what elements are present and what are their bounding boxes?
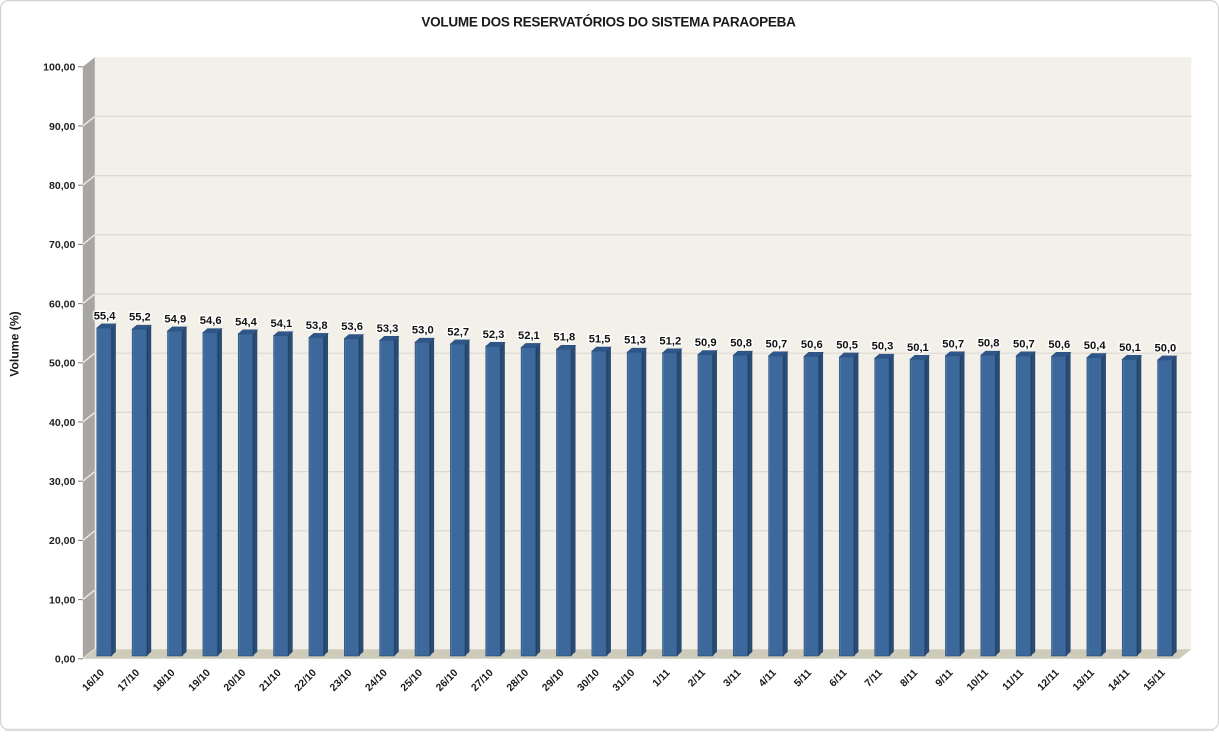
svg-text:50,7: 50,7 (942, 338, 964, 350)
svg-text:52,1: 52,1 (518, 330, 540, 342)
svg-text:50,6: 50,6 (801, 339, 823, 351)
svg-text:50,7: 50,7 (766, 338, 788, 350)
svg-text:50,9: 50,9 (695, 337, 717, 349)
svg-text:53,8: 53,8 (306, 320, 328, 332)
svg-text:10,00: 10,00 (49, 594, 75, 606)
svg-text:30,00: 30,00 (49, 476, 75, 488)
svg-text:40,00: 40,00 (49, 417, 75, 429)
svg-text:53,3: 53,3 (377, 323, 399, 335)
svg-text:50,7: 50,7 (1013, 338, 1035, 350)
svg-text:50,1: 50,1 (907, 342, 929, 354)
svg-text:50,3: 50,3 (872, 341, 894, 353)
svg-text:50,0: 50,0 (1155, 342, 1177, 354)
svg-text:55,2: 55,2 (129, 312, 151, 324)
svg-text:54,1: 54,1 (271, 318, 293, 330)
svg-text:54,6: 54,6 (200, 315, 222, 327)
svg-text:70,00: 70,00 (49, 239, 75, 251)
svg-text:50,8: 50,8 (978, 338, 1000, 350)
svg-text:50,4: 50,4 (1084, 340, 1107, 352)
svg-text:53,6: 53,6 (341, 321, 363, 333)
svg-text:20,00: 20,00 (49, 535, 75, 547)
svg-text:VOLUME DOS RESERVATÓRIOS DO SI: VOLUME DOS RESERVATÓRIOS DO SISTEMA PARA… (421, 15, 796, 30)
svg-text:100,00: 100,00 (43, 62, 75, 74)
svg-text:50,8: 50,8 (730, 338, 752, 350)
svg-text:55,4: 55,4 (94, 310, 117, 322)
svg-text:51,2: 51,2 (659, 335, 681, 347)
svg-text:54,9: 54,9 (164, 313, 186, 325)
svg-text:0,00: 0,00 (55, 654, 76, 666)
svg-text:50,5: 50,5 (836, 339, 858, 351)
svg-text:50,6: 50,6 (1048, 339, 1070, 351)
svg-text:Volume (%): Volume (%) (8, 311, 22, 376)
svg-text:52,7: 52,7 (447, 326, 469, 338)
svg-text:50,1: 50,1 (1119, 342, 1141, 354)
svg-text:53,0: 53,0 (412, 325, 434, 337)
svg-text:51,8: 51,8 (553, 332, 575, 344)
svg-text:51,5: 51,5 (589, 334, 611, 346)
svg-text:80,00: 80,00 (49, 180, 75, 192)
svg-text:51,3: 51,3 (624, 335, 646, 347)
svg-text:90,00: 90,00 (49, 121, 75, 133)
svg-text:54,4: 54,4 (235, 316, 258, 328)
svg-text:60,00: 60,00 (49, 298, 75, 310)
svg-text:50,00: 50,00 (49, 358, 75, 370)
svg-text:52,3: 52,3 (483, 329, 505, 341)
